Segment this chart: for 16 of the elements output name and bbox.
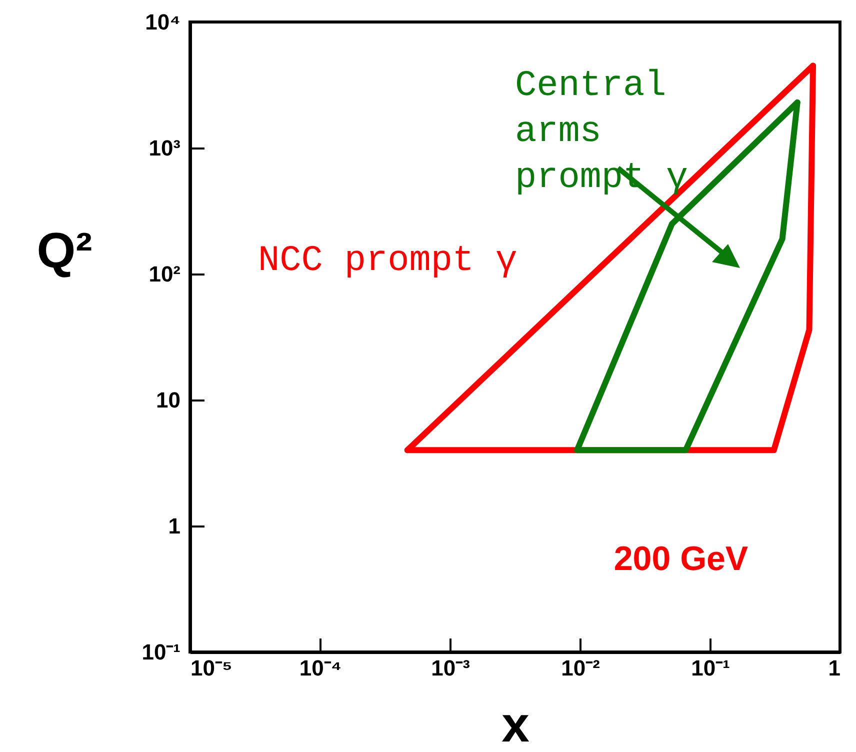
x-tick-label: 10⁻⁴: [299, 656, 342, 680]
series-label: NCC prompt γ: [258, 240, 518, 281]
y-axis-title: Q²: [36, 222, 92, 278]
x-tick-label: 10⁻²: [561, 656, 600, 680]
x-tick-label: 10⁻³: [431, 656, 470, 680]
annotation: 200 GeV: [614, 540, 748, 578]
x-tick-label: 10⁻⁵: [190, 656, 232, 680]
y-tick-label: 1: [168, 514, 180, 538]
y-tick-label: 10²: [148, 262, 180, 286]
y-tick-label: 10⁴: [145, 10, 180, 34]
y-tick-label: 10: [156, 388, 180, 412]
x-axis-title: x: [502, 696, 530, 752]
y-tick-label: 10⁻¹: [142, 640, 180, 664]
y-tick-label: 10³: [148, 136, 180, 160]
x-tick-label: 10⁻¹: [691, 656, 730, 680]
x-tick-label: 1: [828, 656, 840, 680]
